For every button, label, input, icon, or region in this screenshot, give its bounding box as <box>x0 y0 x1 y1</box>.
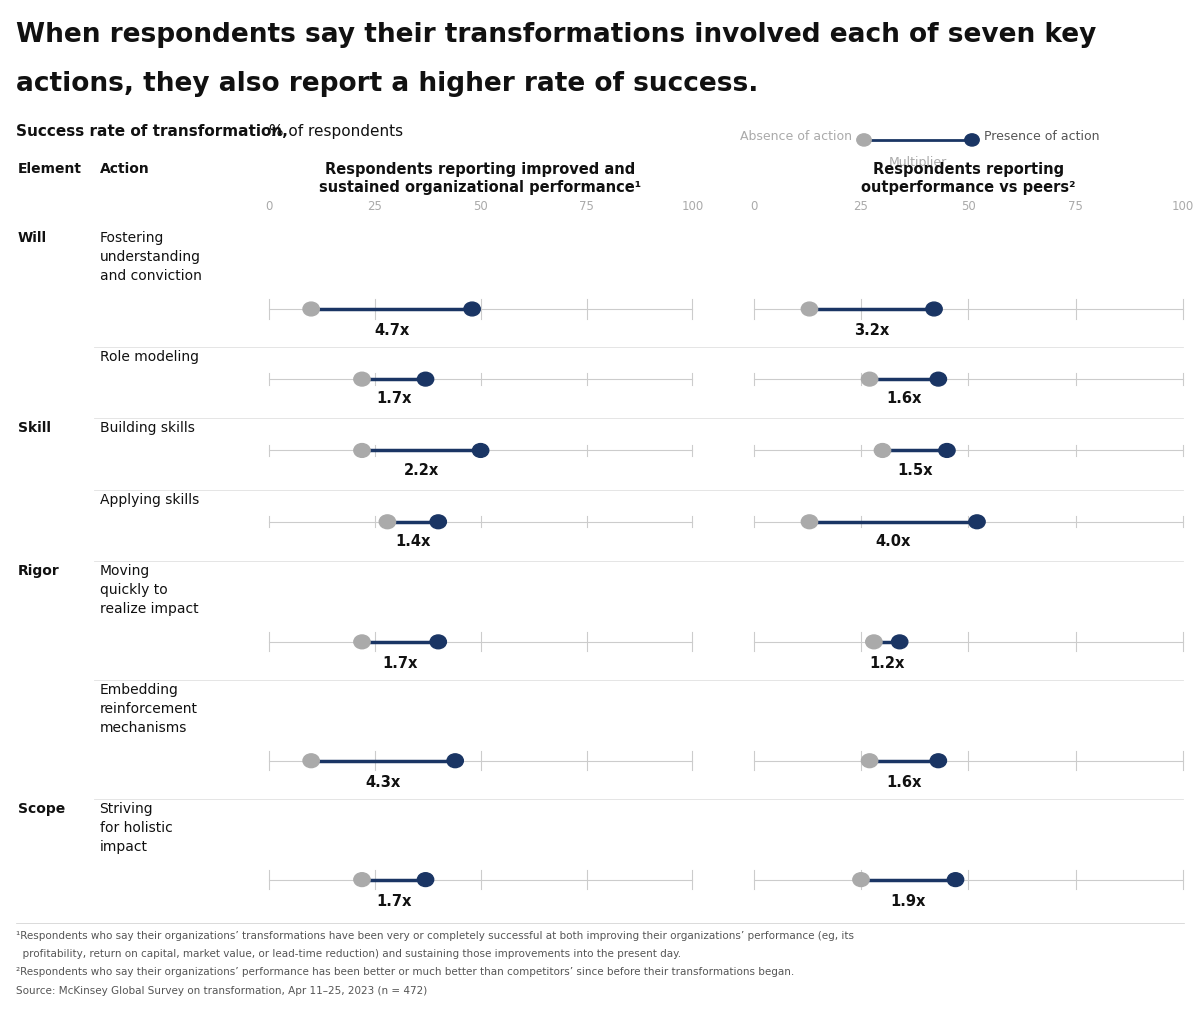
Text: ²Respondents who say their organizations’ performance has been better or much be: ²Respondents who say their organizations… <box>16 967 794 977</box>
Text: Striving
for holistic
impact: Striving for holistic impact <box>100 802 173 854</box>
Text: Success rate of transformation,: Success rate of transformation, <box>16 124 288 139</box>
Text: Moving
quickly to
realize impact: Moving quickly to realize impact <box>100 564 198 615</box>
Text: Scope: Scope <box>18 802 65 816</box>
Text: 25: 25 <box>853 200 869 213</box>
Text: % of respondents: % of respondents <box>264 124 403 139</box>
Text: 1.6x: 1.6x <box>887 391 922 407</box>
Text: Absence of action: Absence of action <box>740 130 852 143</box>
Text: 1.7x: 1.7x <box>376 894 412 909</box>
Text: 4.3x: 4.3x <box>366 775 401 790</box>
Text: Source: McKinsey Global Survey on transformation, Apr 11–25, 2023 (n = 472): Source: McKinsey Global Survey on transf… <box>16 986 427 996</box>
Text: 100: 100 <box>682 200 703 213</box>
Text: Applying skills: Applying skills <box>100 493 199 507</box>
Text: Respondents reporting
outperformance vs peers²: Respondents reporting outperformance vs … <box>862 162 1075 195</box>
Text: Element: Element <box>18 162 82 176</box>
Text: 1.5x: 1.5x <box>896 462 932 478</box>
Text: 4.7x: 4.7x <box>374 323 409 339</box>
Text: actions, they also report a higher rate of success.: actions, they also report a higher rate … <box>16 71 758 97</box>
Text: When respondents say their transformations involved each of seven key: When respondents say their transformatio… <box>16 22 1096 49</box>
Text: 1.2x: 1.2x <box>869 656 905 671</box>
Text: 1.9x: 1.9x <box>890 894 926 909</box>
Text: 0: 0 <box>750 200 757 213</box>
Text: Action: Action <box>100 162 149 176</box>
Text: 0: 0 <box>265 200 272 213</box>
Text: 100: 100 <box>1172 200 1194 213</box>
Text: 75: 75 <box>580 200 594 213</box>
Text: 1.4x: 1.4x <box>395 534 431 549</box>
Text: 1.7x: 1.7x <box>383 656 418 671</box>
Text: Rigor: Rigor <box>18 564 60 578</box>
Text: profitability, return on capital, market value, or lead-time reduction) and sust: profitability, return on capital, market… <box>16 949 680 959</box>
Text: Fostering
understanding
and conviction: Fostering understanding and conviction <box>100 231 202 283</box>
Text: 1.6x: 1.6x <box>887 775 922 790</box>
Text: ¹Respondents who say their organizations’ transformations have been very or comp: ¹Respondents who say their organizations… <box>16 931 853 941</box>
Text: 4.0x: 4.0x <box>876 534 911 549</box>
Text: 50: 50 <box>961 200 976 213</box>
Text: Multiplier: Multiplier <box>889 156 947 169</box>
Text: 50: 50 <box>473 200 488 213</box>
Text: Will: Will <box>18 231 47 245</box>
Text: 2.2x: 2.2x <box>403 462 439 478</box>
Text: 3.2x: 3.2x <box>854 323 889 339</box>
Text: 75: 75 <box>1068 200 1084 213</box>
Text: Respondents reporting improved and
sustained organizational performance¹: Respondents reporting improved and susta… <box>319 162 642 195</box>
Text: 25: 25 <box>367 200 382 213</box>
Text: 1.7x: 1.7x <box>376 391 412 407</box>
Text: Building skills: Building skills <box>100 422 194 435</box>
Text: Embedding
reinforcement
mechanisms: Embedding reinforcement mechanisms <box>100 683 198 735</box>
Text: Skill: Skill <box>18 422 50 435</box>
Text: Presence of action: Presence of action <box>984 130 1099 143</box>
Text: Role modeling: Role modeling <box>100 350 199 364</box>
